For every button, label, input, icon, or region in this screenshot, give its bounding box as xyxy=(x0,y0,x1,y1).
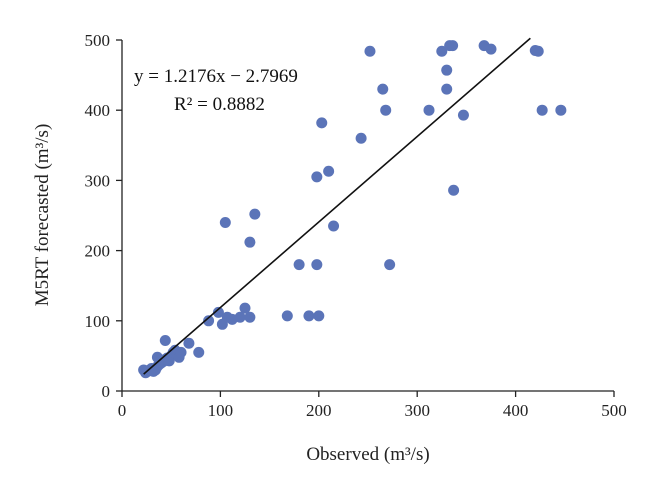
data-point xyxy=(239,302,251,314)
data-point xyxy=(532,45,544,57)
x-tick-label: 500 xyxy=(601,401,627,420)
plot-area xyxy=(121,40,614,392)
data-point xyxy=(193,346,205,358)
axis-ticks: 0 100 200 300 400 500 0 100 200 300 400 500 xyxy=(85,31,627,420)
data-point xyxy=(328,220,340,232)
data-point xyxy=(311,171,323,183)
data-point xyxy=(380,104,392,116)
y-tick-label: 400 xyxy=(85,101,111,120)
data-point xyxy=(244,311,256,323)
data-point xyxy=(159,334,171,346)
data-point xyxy=(423,104,435,116)
data-point xyxy=(436,45,448,57)
y-tick-label: 500 xyxy=(85,31,111,50)
data-point xyxy=(175,346,187,358)
data-point xyxy=(212,306,224,318)
regression-line xyxy=(143,37,531,375)
data-point xyxy=(447,40,459,52)
data-point xyxy=(457,109,469,121)
data-point xyxy=(203,315,215,327)
data-point xyxy=(448,184,460,196)
data-point xyxy=(441,83,453,95)
x-tick-label: 100 xyxy=(208,401,234,420)
fit-equation: y = 1.2176x − 2.7969 xyxy=(134,66,298,87)
y-tick-label: 100 xyxy=(85,312,111,331)
x-tick-label: 0 xyxy=(118,401,127,420)
r-squared: R² = 0.8882 xyxy=(174,94,265,115)
data-point xyxy=(536,104,548,116)
data-point xyxy=(219,217,231,229)
data-point xyxy=(303,310,315,322)
data-point xyxy=(293,259,305,271)
data-point xyxy=(244,236,256,248)
data-point xyxy=(234,311,246,323)
x-tick-label: 300 xyxy=(404,401,430,420)
x-axis-title: Observed (m³/s) xyxy=(306,444,429,465)
data-point xyxy=(281,310,293,322)
data-point xyxy=(311,259,323,271)
y-tick-label: 200 xyxy=(85,242,111,261)
data-point xyxy=(441,64,453,76)
data-point xyxy=(323,165,335,177)
y-axis-title: M5RT forecasted (m³/s) xyxy=(32,124,53,307)
y-tick-label: 300 xyxy=(85,171,111,190)
data-point xyxy=(485,43,497,55)
data-point xyxy=(313,310,325,322)
data-point xyxy=(384,259,396,271)
data-point xyxy=(377,83,389,95)
data-point xyxy=(183,337,195,349)
data-points xyxy=(138,40,567,379)
y-tick-label: 0 xyxy=(102,382,111,401)
x-tick-label: 200 xyxy=(306,401,332,420)
data-point xyxy=(355,132,367,144)
x-tick-label: 400 xyxy=(503,401,529,420)
data-point xyxy=(555,104,567,116)
data-point xyxy=(249,208,261,220)
data-point xyxy=(364,45,376,57)
data-point xyxy=(316,117,328,129)
